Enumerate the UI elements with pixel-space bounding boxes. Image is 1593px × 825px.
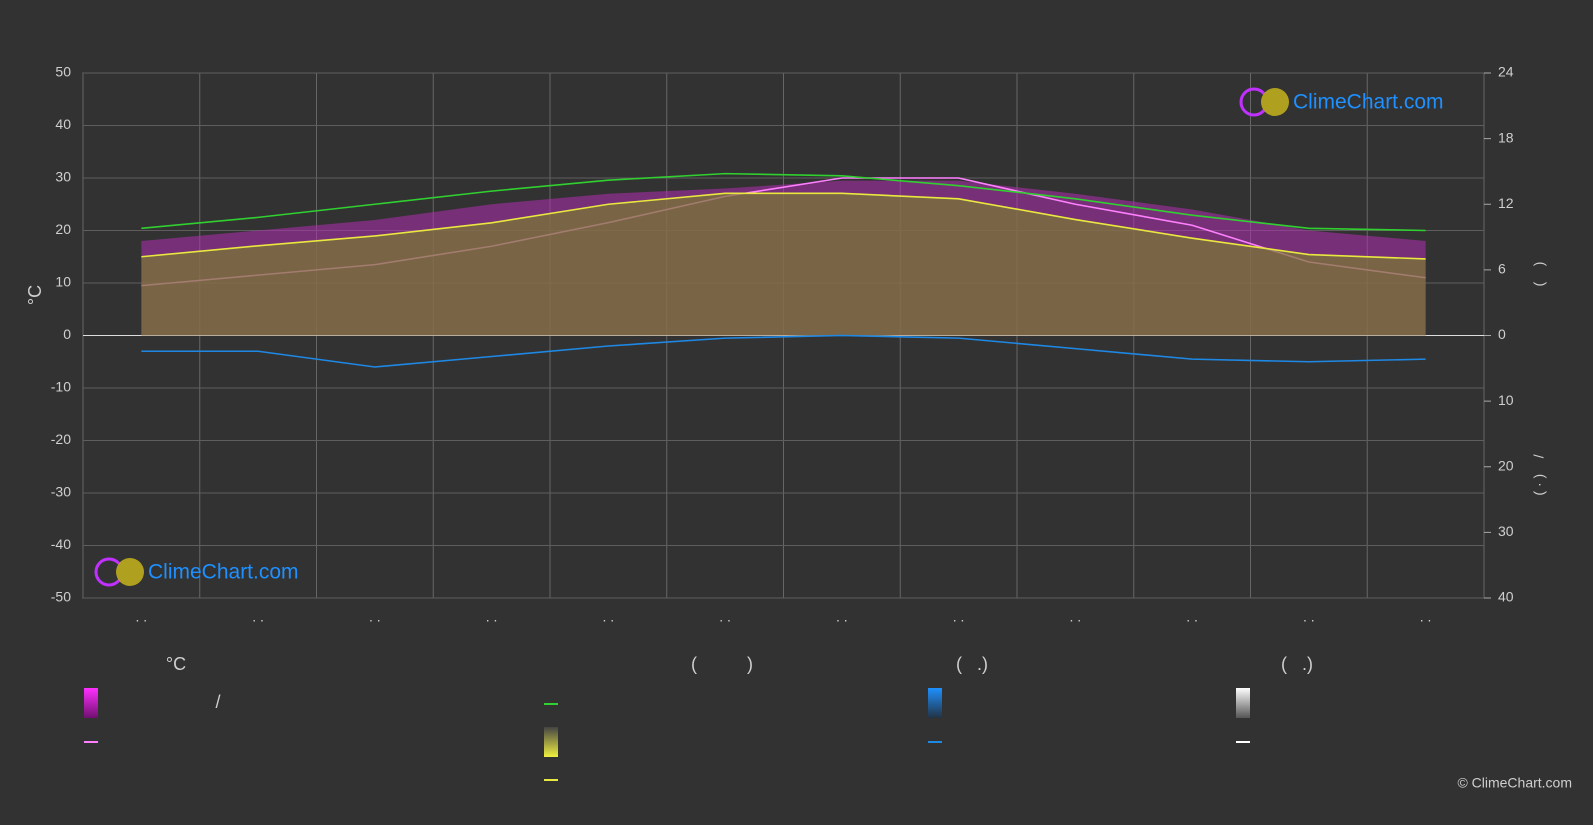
y-tick-label: -20	[51, 431, 71, 447]
y2-tick-label: 40	[1498, 589, 1514, 605]
logo: ClimeChart.com	[94, 557, 299, 587]
y-tick-label: -50	[51, 589, 71, 605]
right-axis-label: ( )	[1531, 262, 1547, 287]
x-tick-label: . .	[836, 609, 848, 625]
legend-header: ( .)	[956, 654, 988, 674]
x-tick-label: . .	[136, 609, 148, 625]
x-tick-label: . .	[486, 609, 498, 625]
y2-tick-label: 0	[1498, 326, 1506, 342]
legend-header: °C	[166, 654, 186, 674]
x-tick-label: . .	[953, 609, 965, 625]
y-tick-label: 10	[55, 274, 71, 290]
logo: ClimeChart.com	[1239, 87, 1444, 117]
y2-tick-label: 20	[1498, 457, 1514, 473]
y-tick-label: -30	[51, 484, 71, 500]
y2-tick-label: 10	[1498, 392, 1514, 408]
x-tick-label: . .	[1303, 609, 1315, 625]
y2-tick-label: 30	[1498, 523, 1514, 539]
y-axis-label: °C	[25, 285, 45, 305]
legend-swatches	[84, 688, 1250, 781]
y-tick-label: 50	[55, 64, 71, 80]
y-tick-label: 0	[63, 326, 71, 342]
x-tick-label: . .	[252, 609, 264, 625]
right-axis-label: ( · ) /	[1531, 454, 1547, 495]
y2-tick-label: 18	[1498, 129, 1514, 145]
line	[141, 192, 1426, 260]
y-tick-label: 40	[55, 116, 71, 132]
x-tick-label: . .	[369, 609, 381, 625]
legend-header: ( )	[691, 654, 753, 674]
y-tick-label: 20	[55, 221, 71, 237]
legend-header: ( .)	[1281, 654, 1313, 674]
y-tick-label: -40	[51, 536, 71, 552]
x-tick-label: . .	[1070, 609, 1082, 625]
logo-text: ClimeChart.com	[1293, 91, 1444, 114]
y-tick-label: -10	[51, 379, 71, 395]
logo-text: ClimeChart.com	[148, 561, 299, 584]
y2-tick-label: 6	[1498, 261, 1506, 277]
y2-tick-label: 24	[1498, 64, 1514, 80]
copyright: © ClimeChart.com	[1457, 775, 1572, 791]
x-tick-label: . .	[1420, 609, 1432, 625]
plot: -50 -40 -30 -20 -10 0 10 20 30 40 50 0 6 12 18 24 10 20 30…	[51, 64, 1514, 625]
x-tick-label: . .	[603, 609, 615, 625]
y-tick-label: 30	[55, 169, 71, 185]
line	[141, 172, 1426, 232]
line	[141, 334, 1426, 368]
legend-text: /	[215, 692, 220, 712]
y2-tick-label: 12	[1498, 195, 1514, 211]
x-tick-label: . .	[1186, 609, 1198, 625]
x-tick-label: . .	[719, 609, 731, 625]
area	[141, 193, 1426, 336]
